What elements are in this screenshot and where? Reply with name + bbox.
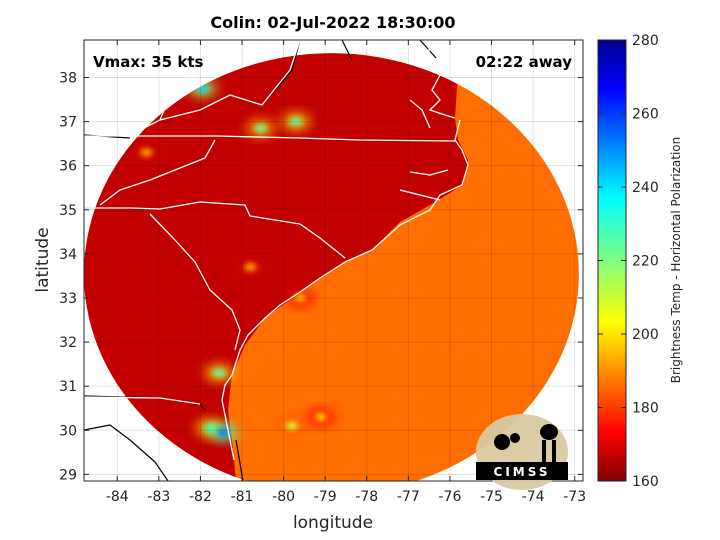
colorbar-label: Brightness Temp - Horizontal Polarizatio… bbox=[669, 137, 683, 384]
colorbar-tick-label: 160 bbox=[632, 474, 659, 490]
y-tick-label: 36 bbox=[59, 159, 77, 175]
x-tick-label: -83 bbox=[147, 489, 170, 505]
borders-inside-swath bbox=[84, 40, 469, 461]
feature-7 bbox=[307, 409, 336, 426]
y-tick-label: 33 bbox=[59, 291, 77, 307]
colorbar-tick-label: 200 bbox=[632, 327, 659, 343]
x-tick-label: -78 bbox=[355, 489, 378, 505]
colorbar-ticks: 160 180 200 220 240 260 280 bbox=[598, 33, 659, 490]
x-tick-label: -75 bbox=[480, 489, 503, 505]
y-tick-label: 38 bbox=[59, 70, 77, 86]
y-tick-label: 35 bbox=[59, 203, 77, 219]
y-axis-label: latitude bbox=[33, 227, 53, 292]
colorbar-tick-label: 220 bbox=[632, 254, 659, 270]
cimss-logo: CIMSS bbox=[476, 414, 568, 490]
x-tick-label: -80 bbox=[272, 489, 295, 505]
y-tick-label: 31 bbox=[59, 379, 77, 395]
feature-9 bbox=[236, 259, 265, 276]
swath-land bbox=[84, 53, 468, 481]
colorbar: 160 180 200 220 240 260 280 Brightness Temp - … bbox=[597, 33, 683, 490]
grid-lines bbox=[84, 40, 583, 481]
x-tick-label: -79 bbox=[314, 489, 337, 505]
x-tick-label: -73 bbox=[563, 489, 586, 505]
vmax-annotation: Vmax: 35 kts bbox=[93, 53, 203, 71]
swath-features bbox=[132, 80, 336, 441]
colorbar-tick-label: 280 bbox=[632, 33, 659, 49]
feature-10 bbox=[286, 289, 315, 306]
feature-1 bbox=[246, 120, 275, 137]
feature-2 bbox=[282, 113, 311, 130]
y-tick-label: 34 bbox=[59, 247, 77, 263]
colorbar-tick-label: 180 bbox=[632, 401, 659, 417]
x-tick-label: -76 bbox=[438, 489, 461, 505]
x-axis: -84 -83 -82 -81 -80 -79 -78 -77 -76 -75 -74 -73 bbox=[106, 40, 586, 505]
colorbar-tick-label: 260 bbox=[632, 107, 659, 123]
time-away-annotation: 02:22 away bbox=[476, 53, 573, 71]
x-tick-label: -82 bbox=[189, 489, 212, 505]
y-tick-label: 32 bbox=[59, 335, 77, 351]
logo-text: CIMSS bbox=[494, 465, 551, 479]
chart-title: Colin: 02-Jul-2022 18:30:00 bbox=[210, 13, 455, 32]
feature-3 bbox=[132, 144, 161, 161]
x-tick-label: -74 bbox=[522, 489, 545, 505]
x-tick-label: -81 bbox=[231, 489, 254, 505]
colorbar-tick-label: 240 bbox=[632, 180, 659, 196]
x-axis-label: longitude bbox=[293, 513, 373, 533]
x-tick-label: -84 bbox=[106, 489, 129, 505]
feature-8 bbox=[277, 417, 306, 434]
y-tick-label: 37 bbox=[59, 115, 77, 131]
axes-frame bbox=[83, 39, 584, 482]
y-axis: 29 30 31 32 33 34 35 36 37 38 bbox=[59, 70, 583, 483]
x-tick-label: -77 bbox=[397, 489, 420, 505]
feature-6 bbox=[209, 424, 238, 441]
feature-4 bbox=[205, 364, 234, 381]
y-tick-label: 29 bbox=[59, 467, 77, 483]
y-tick-label: 30 bbox=[59, 423, 77, 439]
heatmap-swath bbox=[84, 53, 579, 481]
map-borders bbox=[84, 40, 469, 481]
